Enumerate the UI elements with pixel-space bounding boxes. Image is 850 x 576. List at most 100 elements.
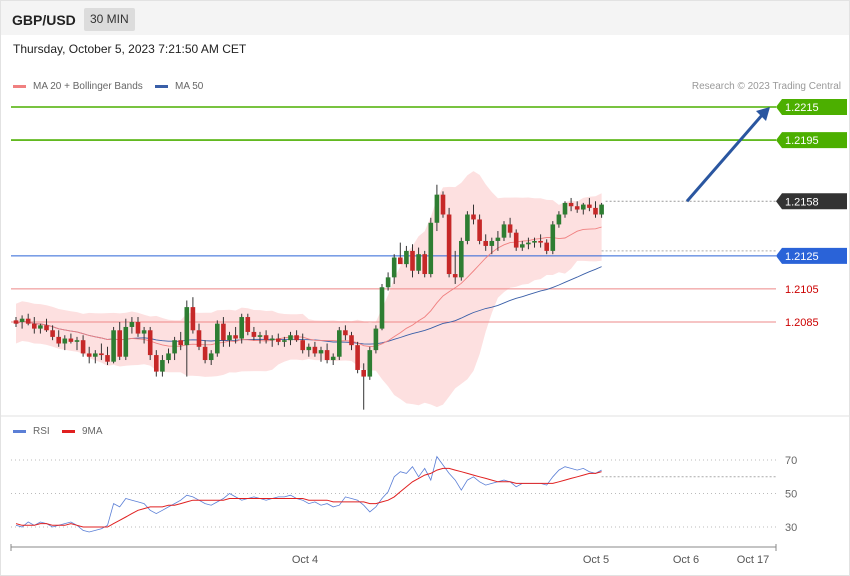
candle-body [282,340,287,342]
candle [233,326,238,344]
candle [300,333,305,354]
candle-body [245,317,251,332]
candle [50,325,55,341]
level-tag [776,247,847,264]
candle [459,237,464,281]
candle-body [361,369,366,377]
candle-body [154,355,159,372]
credit-text: Research © 2023 Trading Central [691,81,841,92]
rsi-level-label: 30 [785,522,797,534]
candle [74,336,80,351]
ma50-swatch-icon [155,84,168,88]
candle [391,254,397,284]
timeframe-button[interactable]: 30 MIN [84,8,135,31]
candle-body [599,204,604,215]
candle-body [520,244,525,248]
candle [141,326,147,344]
candle [25,313,31,326]
candle-body [123,326,129,357]
rsi-line [15,455,602,533]
candle [489,237,495,255]
candle [190,297,196,334]
candle-body [135,322,141,334]
candle-body [343,330,348,336]
candle [398,242,403,265]
candle [452,250,458,284]
candle [172,336,177,361]
candle-body [550,224,556,251]
candle-body [276,338,281,342]
candle [367,346,373,380]
candle [154,350,159,377]
candle-body [239,317,244,339]
candle-body [74,340,80,342]
candle [538,234,543,248]
candle-body [184,307,190,346]
candle [318,346,324,362]
candle-body [50,330,55,337]
candle-body [221,323,226,341]
candle-body [513,232,519,248]
candle-body [556,214,562,225]
datetime-stamp: Thursday, October 5, 2023 7:21:50 AM CET [13,42,247,56]
candle [440,191,446,218]
candle-body [385,277,391,288]
ma-bb-label: MA 20 + Bollinger Bands [33,81,143,92]
candle-body [410,250,415,271]
candle-body [568,202,574,207]
candle [129,317,135,334]
candle-body [288,335,293,341]
candle-body [495,237,501,241]
candle [196,323,202,351]
x-tick-label: Oct 5 [583,554,609,566]
candle [599,202,604,218]
candle [587,197,592,212]
candle-body [233,335,238,339]
forecast-arrow-line [685,113,765,203]
candle-body [251,331,257,337]
candle-body [93,353,98,357]
x-tick-label: Oct 4 [292,554,318,566]
candle-body [56,336,61,344]
symbol-title: GBP/USD [12,12,76,28]
legend-ma50: MA 50 [155,81,203,92]
candle [507,217,513,238]
candle-body [379,287,385,329]
forecast-arrow-head-icon [756,107,770,121]
candle-body [324,350,330,361]
candle-body [398,257,403,265]
x-tick-label: Oct 6 [673,554,699,566]
candle-body [141,330,147,334]
candle [56,330,61,347]
level-label: 1.2105 [785,284,819,296]
candle-body [86,353,92,357]
candle-body [581,204,586,210]
candle-body [562,202,568,215]
rsi-swatch-icon [13,429,26,433]
candle-body [440,194,446,215]
candle-body [489,240,495,246]
candle [434,184,440,232]
candle-body [117,330,122,357]
candle-body [574,206,580,210]
candle-body [367,350,373,377]
candle-body [446,214,452,275]
candle-body [300,340,305,351]
candle [349,331,354,351]
candle-body [483,240,488,246]
candle [574,201,580,213]
candle [208,350,214,365]
candle-body [538,240,543,243]
candle [324,343,330,364]
candle [62,335,68,351]
candle [501,221,507,241]
candle [520,240,525,251]
candle-body [147,330,153,356]
candle-body [32,323,37,329]
candle [245,313,251,336]
candle [556,211,562,228]
candle-body [25,318,31,324]
candle [446,207,452,278]
x-tick-label: Oct 17 [737,554,769,566]
